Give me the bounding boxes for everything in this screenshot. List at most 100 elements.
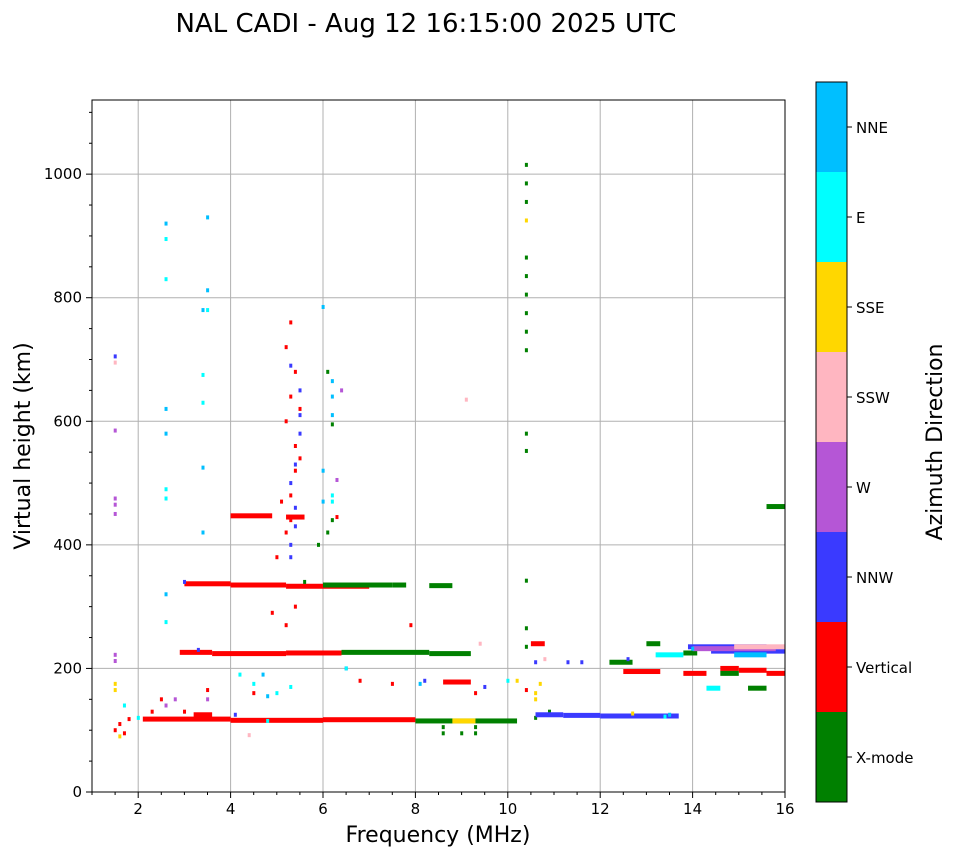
echo-point-e — [201, 400, 205, 405]
x-axis: 2 4 6 8 10 12 14 16 — [91, 792, 795, 818]
echo-point-vertical — [474, 691, 478, 696]
echo-point-nne — [164, 592, 168, 597]
colorbar-swatch — [816, 532, 847, 622]
echo-segment-nnw — [563, 712, 601, 718]
echo-point-x-mode — [524, 644, 528, 649]
echo-point-e — [164, 620, 168, 625]
echo-point-e — [330, 493, 334, 498]
colorbar-swatch — [816, 172, 847, 262]
echo-point-nne — [164, 431, 168, 436]
echo-point-vertical — [390, 681, 394, 686]
colorbar-tick-label: E — [856, 209, 865, 227]
echo-point-w — [113, 659, 117, 664]
colorbar-swatch — [816, 712, 847, 802]
echo-point-x-mode — [524, 431, 528, 436]
colorbar-tick-label: X-mode — [856, 749, 913, 767]
echo-point-nnw — [233, 712, 237, 717]
echo-point-vertical — [284, 530, 288, 535]
echo-segment-x-mode — [766, 504, 785, 510]
echo-point-sse — [524, 218, 528, 223]
echo-point-nne — [266, 694, 270, 699]
echo-point-nnw — [289, 542, 293, 547]
colorbar-tick-label: NNE — [856, 119, 888, 137]
echo-point-w — [113, 652, 117, 657]
colorbar-tick-label: SSE — [856, 299, 885, 317]
echo-segment-e — [706, 685, 721, 691]
echo-point-e — [164, 277, 168, 282]
echo-point-e — [330, 499, 334, 504]
chart-title: NAL CADI - Aug 12 16:15:00 2025 UTC — [176, 9, 677, 39]
colorbar-label: Azimuth Direction — [923, 343, 948, 540]
echo-segment-vertical — [142, 716, 231, 722]
echo-segment-vertical — [443, 679, 471, 685]
x-tick-label: 8 — [411, 800, 421, 818]
colorbar-swatch — [816, 442, 847, 532]
echo-point-vertical — [183, 709, 187, 714]
echo-segment-x-mode — [748, 685, 767, 691]
echo-point-vertical — [289, 518, 293, 523]
colorbar-tick-label: Vertical — [856, 659, 912, 677]
echo-segment-vertical — [286, 514, 305, 520]
echo-point-sse — [538, 681, 542, 686]
echo-point-nnw — [626, 657, 630, 662]
echo-point-x-mode — [524, 329, 528, 334]
colorbar-frame — [815, 81, 848, 803]
echo-point-w — [164, 703, 168, 708]
echo-point-nne — [330, 413, 334, 418]
echo-segment-x-mode — [323, 582, 393, 588]
echo-point-ssw — [478, 641, 482, 646]
echo-segment-x-mode — [646, 641, 661, 647]
echo-point-x-mode — [441, 731, 445, 736]
x-axis-label: Frequency (MHz) — [346, 823, 531, 848]
echo-point-vertical — [122, 731, 126, 736]
echo-point-nne — [201, 465, 205, 470]
echo-segment-vertical — [184, 581, 231, 587]
echo-point-e — [252, 681, 256, 686]
echo-point-nnw — [534, 660, 538, 665]
echo-segment-x-mode — [429, 583, 453, 589]
echo-segment-x-mode — [341, 649, 430, 655]
echo-point-vertical — [289, 394, 293, 399]
echo-point-vertical — [298, 406, 302, 411]
echo-segment-vertical — [230, 717, 323, 723]
echo-point-nne — [261, 672, 265, 677]
echo-point-vertical — [293, 604, 297, 609]
x-tick-label: 14 — [683, 800, 702, 818]
echo-segment-sse — [452, 718, 476, 724]
echo-point-e — [344, 666, 348, 671]
y-tick-label: 200 — [53, 659, 82, 677]
echo-point-nnw — [293, 462, 297, 467]
echo-point-sse — [534, 697, 538, 702]
x-tick-label: 12 — [591, 800, 610, 818]
echo-point-w — [335, 477, 339, 482]
echo-point-x-mode — [460, 731, 464, 736]
x-tick-label: 6 — [318, 800, 328, 818]
y-axis-label: Virtual height (km) — [11, 342, 36, 549]
plot-frame — [91, 99, 786, 793]
echo-point-vertical — [206, 688, 210, 693]
echo-point-x-mode — [326, 369, 330, 374]
colorbar-tick-label: NNW — [856, 569, 893, 587]
echo-point-x-mode — [524, 255, 528, 260]
echo-point-vertical — [284, 345, 288, 350]
echo-point-e — [164, 487, 168, 492]
echo-segment-vertical — [738, 667, 767, 673]
echo-point-x-mode — [524, 311, 528, 316]
echo-point-nne — [321, 468, 325, 473]
echo-point-x-mode — [524, 448, 528, 453]
echo-point-nnw — [293, 505, 297, 510]
echo-point-x-mode — [524, 626, 528, 631]
echo-point-nnw — [566, 660, 570, 665]
echo-segment-x-mode — [683, 650, 698, 656]
echo-point-w — [113, 496, 117, 501]
echo-point-w — [113, 502, 117, 507]
echo-point-vertical — [270, 610, 274, 615]
echo-point-ssw — [464, 397, 468, 402]
echo-point-vertical — [293, 468, 297, 473]
echo-point-w — [113, 428, 117, 433]
echo-point-w — [340, 388, 344, 393]
echo-segment-vertical — [230, 582, 287, 588]
echo-point-vertical — [118, 722, 122, 727]
echo-point-nne — [206, 288, 210, 293]
echo-point-nne — [321, 304, 325, 309]
